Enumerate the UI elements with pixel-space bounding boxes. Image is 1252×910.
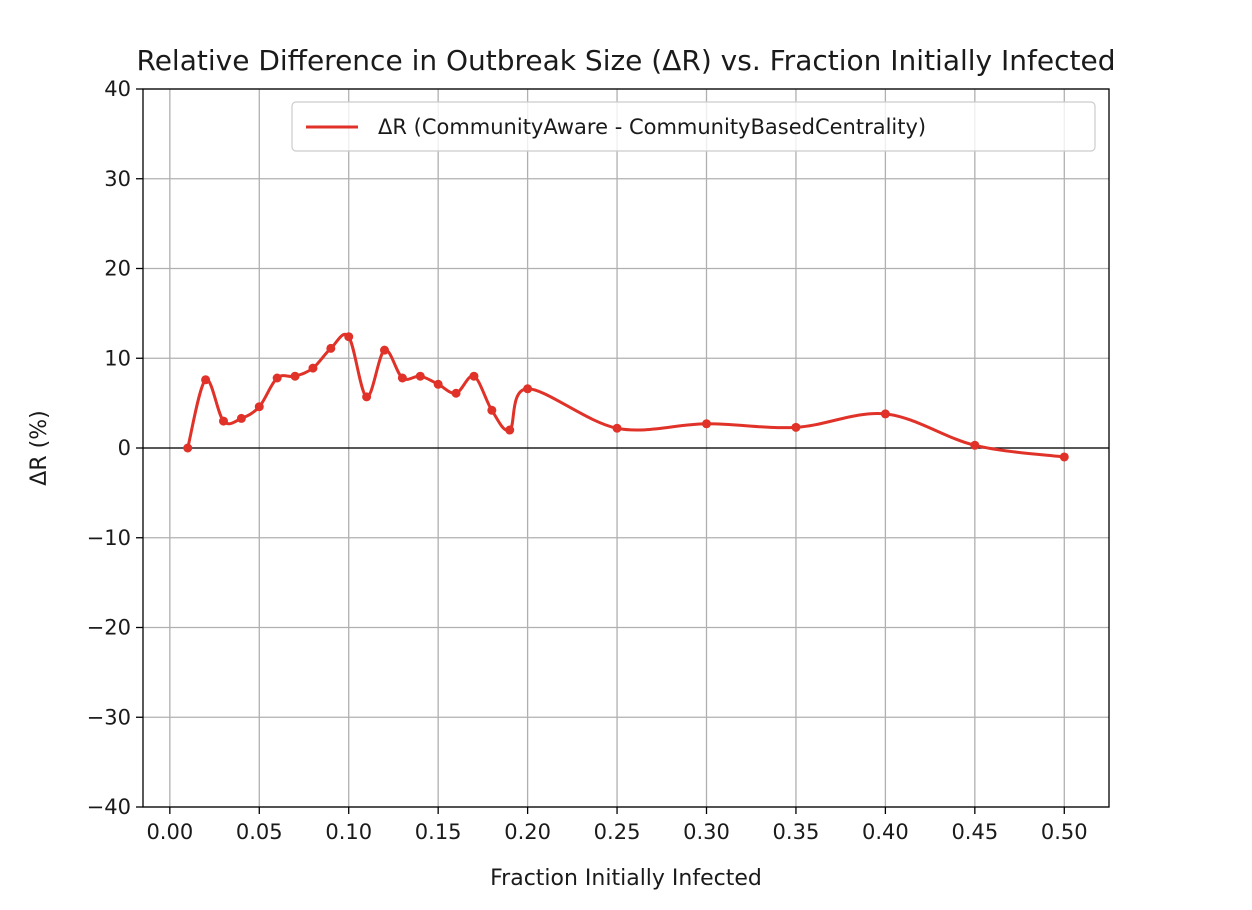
data-point [487,405,497,415]
x-tick-label: 0.00 [146,820,193,844]
data-point [1059,452,1069,462]
data-point [344,332,354,342]
data-point [791,422,801,432]
x-tick-label: 0.15 [415,820,462,844]
x-tick-label: 0.05 [236,820,283,844]
x-tick-label: 0.45 [951,820,998,844]
data-point [380,345,389,355]
data-point [201,375,211,385]
data-point [362,392,372,402]
series-line [186,332,1065,459]
data-point [880,409,890,419]
x-tick-label: 0.10 [325,820,372,844]
data-point [451,388,461,398]
x-tick-label: 0.50 [1041,820,1088,844]
data-point [702,419,711,429]
legend: ΔR (CommunityAware - CommunityBasedCentr… [291,101,1096,152]
y-tick-label: 30 [104,167,131,191]
y-tick-label: 0 [118,436,131,460]
data-point [308,363,318,373]
data-point [433,379,443,389]
data-point [236,413,246,423]
x-tick-label: 0.20 [504,820,551,844]
y-tick-label: 20 [104,257,131,281]
x-tick-label: 0.35 [773,820,820,844]
x-axis-label: Fraction Initially Infected [490,866,762,891]
chart-title: Relative Difference in Outbreak Size (ΔR… [137,44,1116,77]
legend-label: ΔR (CommunityAware - CommunityBasedCentr… [378,115,926,139]
data-point [505,425,515,435]
y-tick-label: −40 [87,795,131,819]
data-point [970,440,980,450]
y-tick-label: −20 [87,616,131,640]
series-layer [183,332,1069,462]
data-point [219,416,228,426]
axis-ticks: 0.00 0.05 0.10 0.15 0.20 0.25 0.30 0.35 0.40 0.45… [87,77,1088,844]
x-tick-label: 0.30 [683,820,730,844]
data-point [272,373,282,383]
x-tick-label: 0.25 [594,820,641,844]
legend-box [291,101,1096,152]
data-point [326,343,336,353]
data-point [523,384,533,394]
data-point [415,371,425,381]
y-tick-label: −10 [87,526,131,550]
x-tick-label: 0.40 [862,820,909,844]
y-axis-label: ΔR (%) [27,410,52,485]
data-point [469,371,479,381]
y-tick-label: 40 [104,77,131,101]
data-point [183,443,193,453]
data-point [397,373,407,383]
data-point [612,423,622,433]
y-tick-label: 10 [104,346,131,370]
data-point [290,371,300,381]
data-point [254,402,264,412]
y-tick-label: −30 [87,705,131,729]
